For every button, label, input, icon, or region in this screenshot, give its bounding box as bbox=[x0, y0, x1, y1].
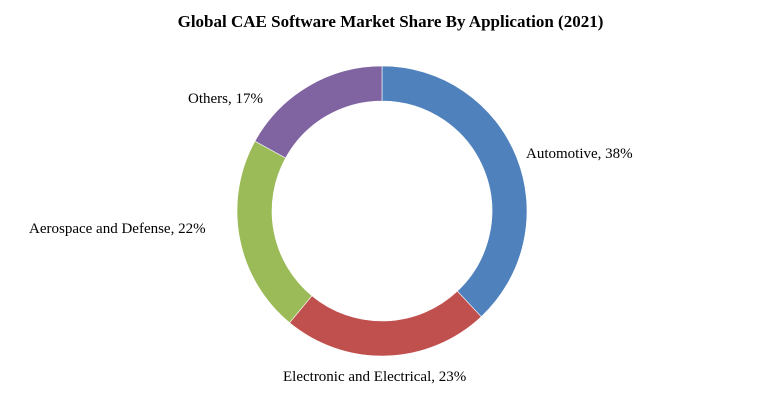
slice-others bbox=[254, 65, 383, 159]
slice-aerospace-and-defense bbox=[236, 140, 313, 324]
slice-electronic-and-electrical bbox=[289, 290, 482, 357]
slice-automotive bbox=[381, 65, 528, 318]
label-electronic-electrical: Electronic and Electrical, 23% bbox=[283, 369, 467, 385]
label-automotive: Automotive, 38% bbox=[526, 146, 633, 162]
label-others: Others, 17% bbox=[188, 91, 263, 107]
chart-title: Global CAE Software Market Share By Appl… bbox=[177, 12, 604, 31]
label-aerospace-defense: Aerospace and Defense, 22% bbox=[29, 221, 206, 237]
donut-slices bbox=[236, 65, 528, 357]
